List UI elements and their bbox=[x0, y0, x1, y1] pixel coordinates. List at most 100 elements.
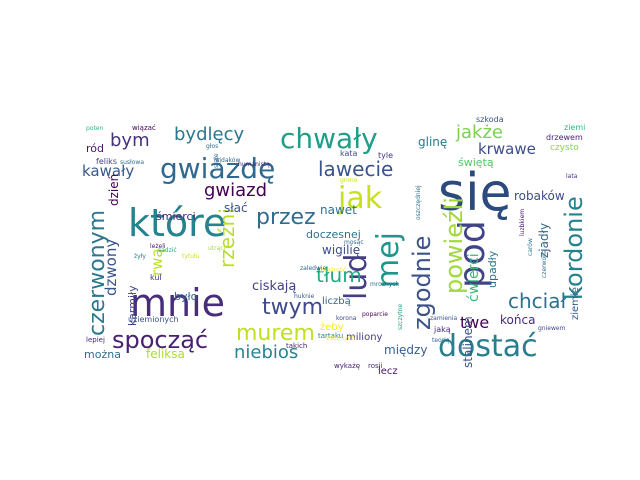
cloud-word: mosąc bbox=[344, 239, 364, 246]
cloud-word: żyły bbox=[134, 253, 146, 260]
cloud-word: lud bbox=[339, 254, 374, 300]
cloud-word: rzeźni bbox=[215, 208, 239, 268]
cloud-word: takich bbox=[286, 342, 307, 350]
cloud-word: staje bbox=[213, 153, 220, 168]
cloud-word: tartaku bbox=[318, 332, 343, 340]
cloud-word: jaką bbox=[433, 325, 451, 334]
cloud-word: ród bbox=[86, 142, 104, 155]
cloud-word: sadzić bbox=[158, 247, 177, 254]
cloud-word: krwawe bbox=[478, 140, 536, 158]
cloud-word: szkoda bbox=[476, 115, 504, 124]
cloud-word: gniewem bbox=[538, 325, 566, 332]
cloud-word: zazdrość bbox=[320, 267, 346, 274]
cloud-word: kawały bbox=[82, 162, 134, 180]
cloud-word: upadły bbox=[486, 250, 499, 288]
cloud-word: świętą bbox=[458, 156, 494, 169]
cloud-word: drzewem bbox=[546, 133, 583, 142]
cloud-word: ziemię bbox=[570, 287, 581, 320]
cloud-word: tyle bbox=[378, 151, 393, 160]
cloud-word: oszczędniej bbox=[415, 185, 422, 220]
cloud-word: końca bbox=[500, 313, 535, 327]
cloud-word: lepiej bbox=[86, 336, 105, 344]
cloud-word: przez bbox=[256, 205, 316, 230]
cloud-word: feliksa bbox=[146, 347, 185, 361]
cloud-word: zdobnych bbox=[326, 335, 355, 342]
cloud-word: feliks bbox=[96, 157, 117, 166]
cloud-word: wigilię bbox=[322, 243, 360, 257]
cloud-word: dzień bbox=[107, 174, 121, 206]
cloud-word: huknie bbox=[294, 293, 315, 300]
cloud-word: miliony bbox=[346, 332, 383, 343]
cloud-word: chwały bbox=[280, 122, 378, 155]
cloud-word: pod bbox=[452, 220, 493, 288]
cloud-word: lawecie bbox=[318, 157, 393, 181]
cloud-word: jak bbox=[337, 181, 383, 216]
cloud-word: luzbkiem bbox=[519, 209, 526, 236]
cloud-word: stalinem bbox=[461, 316, 475, 368]
cloud-word: korona bbox=[336, 315, 357, 322]
cloud-word: śmierci bbox=[156, 210, 196, 223]
cloud-word: rosji bbox=[368, 362, 383, 370]
cloud-word: kordonie bbox=[560, 196, 588, 300]
cloud-word: które bbox=[128, 201, 226, 245]
cloud-word: poten bbox=[86, 125, 104, 132]
cloud-word: bydlęcy bbox=[174, 124, 244, 145]
cloud-word: zjadły bbox=[537, 223, 551, 258]
cloud-word: murem bbox=[236, 321, 315, 346]
cloud-word: między bbox=[384, 343, 427, 357]
cloud-word: szczytne bbox=[397, 304, 404, 330]
cloud-word: poparcie bbox=[362, 311, 388, 318]
cloud-word: chciał bbox=[508, 289, 566, 313]
cloud-word: utrąci bbox=[208, 245, 226, 252]
cloud-word: zamienia bbox=[430, 315, 457, 322]
cloud-word: czerwonym bbox=[85, 210, 110, 336]
cloud-word: zgodnie bbox=[408, 236, 436, 330]
cloud-word: ćwierci bbox=[466, 253, 482, 302]
cloud-word: zaledwie bbox=[300, 265, 327, 272]
cloud-word: wiązać bbox=[132, 124, 156, 132]
cloud-word: susłowa bbox=[120, 159, 144, 166]
cloud-word: carów bbox=[527, 238, 534, 256]
cloud-word: powieźli bbox=[440, 197, 468, 294]
cloud-word: bym bbox=[110, 130, 150, 151]
cloud-word: leżeli bbox=[150, 243, 166, 250]
cloud-word: gwiazd bbox=[204, 180, 267, 201]
cloud-word: rwą bbox=[148, 248, 166, 276]
cloud-word: grono bbox=[340, 177, 358, 184]
cloud-word: mnie bbox=[130, 281, 225, 325]
cloud-word: ziemi bbox=[564, 123, 585, 132]
cloud-word: karmiły bbox=[126, 285, 139, 326]
cloud-word: glinę bbox=[418, 135, 447, 149]
cloud-word: czerwoną bbox=[541, 249, 548, 278]
cloud-word: się bbox=[438, 163, 512, 223]
cloud-word: dzwony bbox=[102, 239, 120, 296]
cloud-word: tytułu bbox=[182, 253, 200, 260]
cloud-word: wykażę bbox=[334, 362, 360, 370]
cloud-word: robaków bbox=[514, 189, 565, 203]
cloud-word: słać bbox=[224, 201, 248, 215]
cloud-word: spocząć bbox=[112, 326, 208, 354]
cloud-word: jakże bbox=[455, 122, 503, 143]
cloud-word: ciskają bbox=[252, 279, 296, 294]
cloud-word: niebios bbox=[234, 342, 298, 363]
cloud-word: uziemionych bbox=[128, 315, 179, 324]
cloud-word: doczesnej bbox=[306, 228, 361, 241]
cloud-word: liczbą bbox=[322, 296, 351, 307]
cloud-word: mroźnych bbox=[370, 281, 400, 288]
cloud-word: twym bbox=[262, 295, 323, 320]
cloud-word: kata bbox=[340, 149, 358, 158]
cloud-word: humanistą bbox=[238, 161, 270, 168]
cloud-word: czysto bbox=[550, 143, 579, 153]
cloud-word: twe bbox=[460, 313, 489, 332]
cloud-word: łajdaków bbox=[214, 157, 240, 164]
cloud-word: teorią bbox=[432, 337, 450, 344]
cloud-word: głos bbox=[206, 143, 218, 150]
cloud-word: mej bbox=[371, 232, 406, 288]
cloud-word: nawet bbox=[320, 203, 357, 217]
cloud-word: gwiazdę bbox=[160, 152, 275, 185]
cloud-word: kul bbox=[150, 273, 162, 282]
cloud-word: żeby bbox=[320, 322, 344, 333]
cloud-word: dostać bbox=[438, 329, 538, 364]
